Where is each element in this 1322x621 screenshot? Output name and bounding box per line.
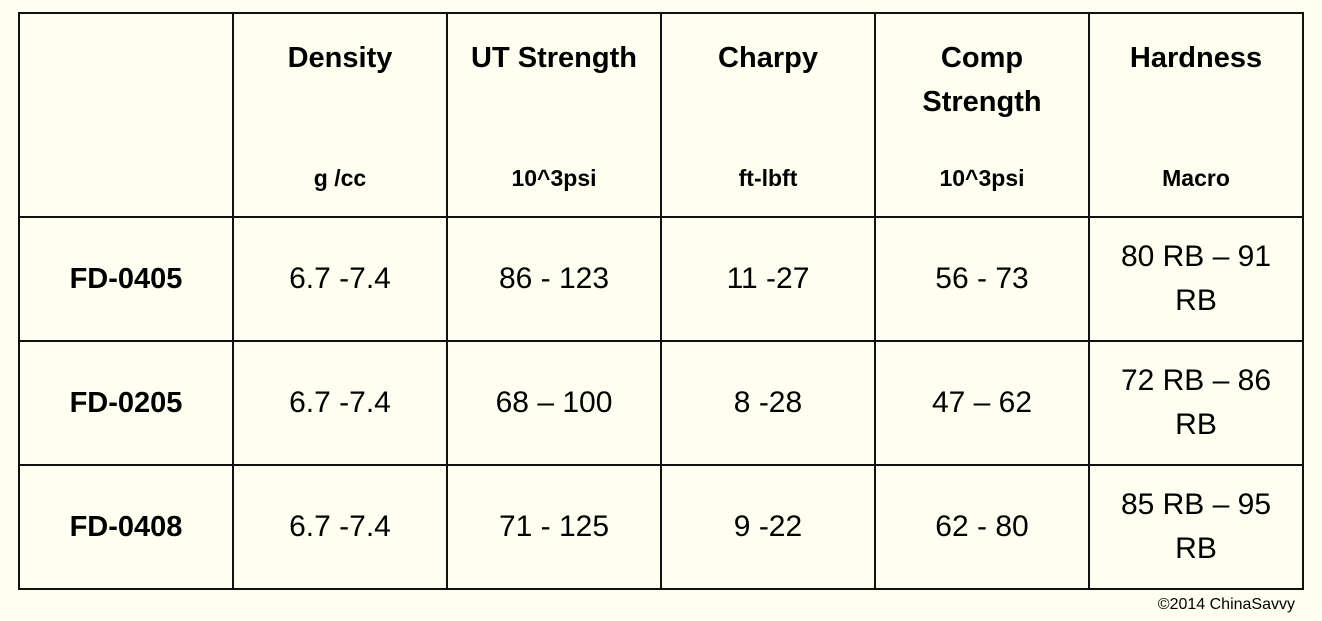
row-label: FD-0408: [18, 464, 234, 590]
header-title: Density: [287, 42, 393, 74]
header-title: UT Strength: [471, 42, 637, 74]
header-density: Density g /cc: [232, 12, 448, 218]
hardness-cell: 72 RB – 86 RB: [1088, 340, 1304, 466]
density-cell: 6.7 -7.4: [232, 216, 448, 342]
comp-strength-cell: 56 - 73: [874, 216, 1090, 342]
ut-strength-cell: 71 - 125: [446, 464, 662, 590]
row-label: FD-0405: [18, 216, 234, 342]
header-title: Hardness: [1129, 42, 1263, 74]
materials-table: Density g /cc UT Strength 10^3psi Charpy…: [18, 12, 1304, 590]
table-row: FD-0408 6.7 -7.4 71 - 125 9 -22 62 - 80 …: [18, 464, 1304, 590]
ut-strength-cell: 68 – 100: [446, 340, 662, 466]
charpy-cell: 8 -28: [660, 340, 876, 466]
comp-strength-cell: 47 – 62: [874, 340, 1090, 466]
empty-corner-cell: [18, 12, 234, 218]
row-label: FD-0205: [18, 340, 234, 466]
header-unit: ft-lbft: [738, 165, 798, 191]
charpy-cell: 11 -27: [660, 216, 876, 342]
density-cell: 6.7 -7.4: [232, 340, 448, 466]
header-title: Charpy: [718, 42, 818, 74]
table-row: FD-0405 6.7 -7.4 86 - 123 11 -27 56 - 73…: [18, 216, 1304, 342]
copyright-notice: ©2014 ChinaSavvy: [1157, 596, 1295, 613]
ut-strength-cell: 86 - 123: [446, 216, 662, 342]
hardness-cell: 85 RB – 95 RB: [1088, 464, 1304, 590]
density-cell: 6.7 -7.4: [232, 464, 448, 590]
header-unit: g /cc: [313, 165, 367, 191]
table-row: FD-0205 6.7 -7.4 68 – 100 8 -28 47 – 62 …: [18, 340, 1304, 466]
header-hardness: Hardness Macro: [1088, 12, 1304, 218]
header-unit: Macro: [1162, 165, 1230, 191]
header-title: Comp Strength: [922, 42, 1042, 118]
hardness-cell: 80 RB – 91 RB: [1088, 216, 1304, 342]
header-row: Density g /cc UT Strength 10^3psi Charpy…: [18, 12, 1304, 218]
header-ut-strength: UT Strength 10^3psi: [446, 12, 662, 218]
header-unit: 10^3psi: [511, 165, 597, 191]
comp-strength-cell: 62 - 80: [874, 464, 1090, 590]
header-unit: 10^3psi: [939, 165, 1025, 191]
charpy-cell: 9 -22: [660, 464, 876, 590]
header-comp-strength: Comp Strength 10^3psi: [874, 12, 1090, 218]
header-charpy: Charpy ft-lbft: [660, 12, 876, 218]
